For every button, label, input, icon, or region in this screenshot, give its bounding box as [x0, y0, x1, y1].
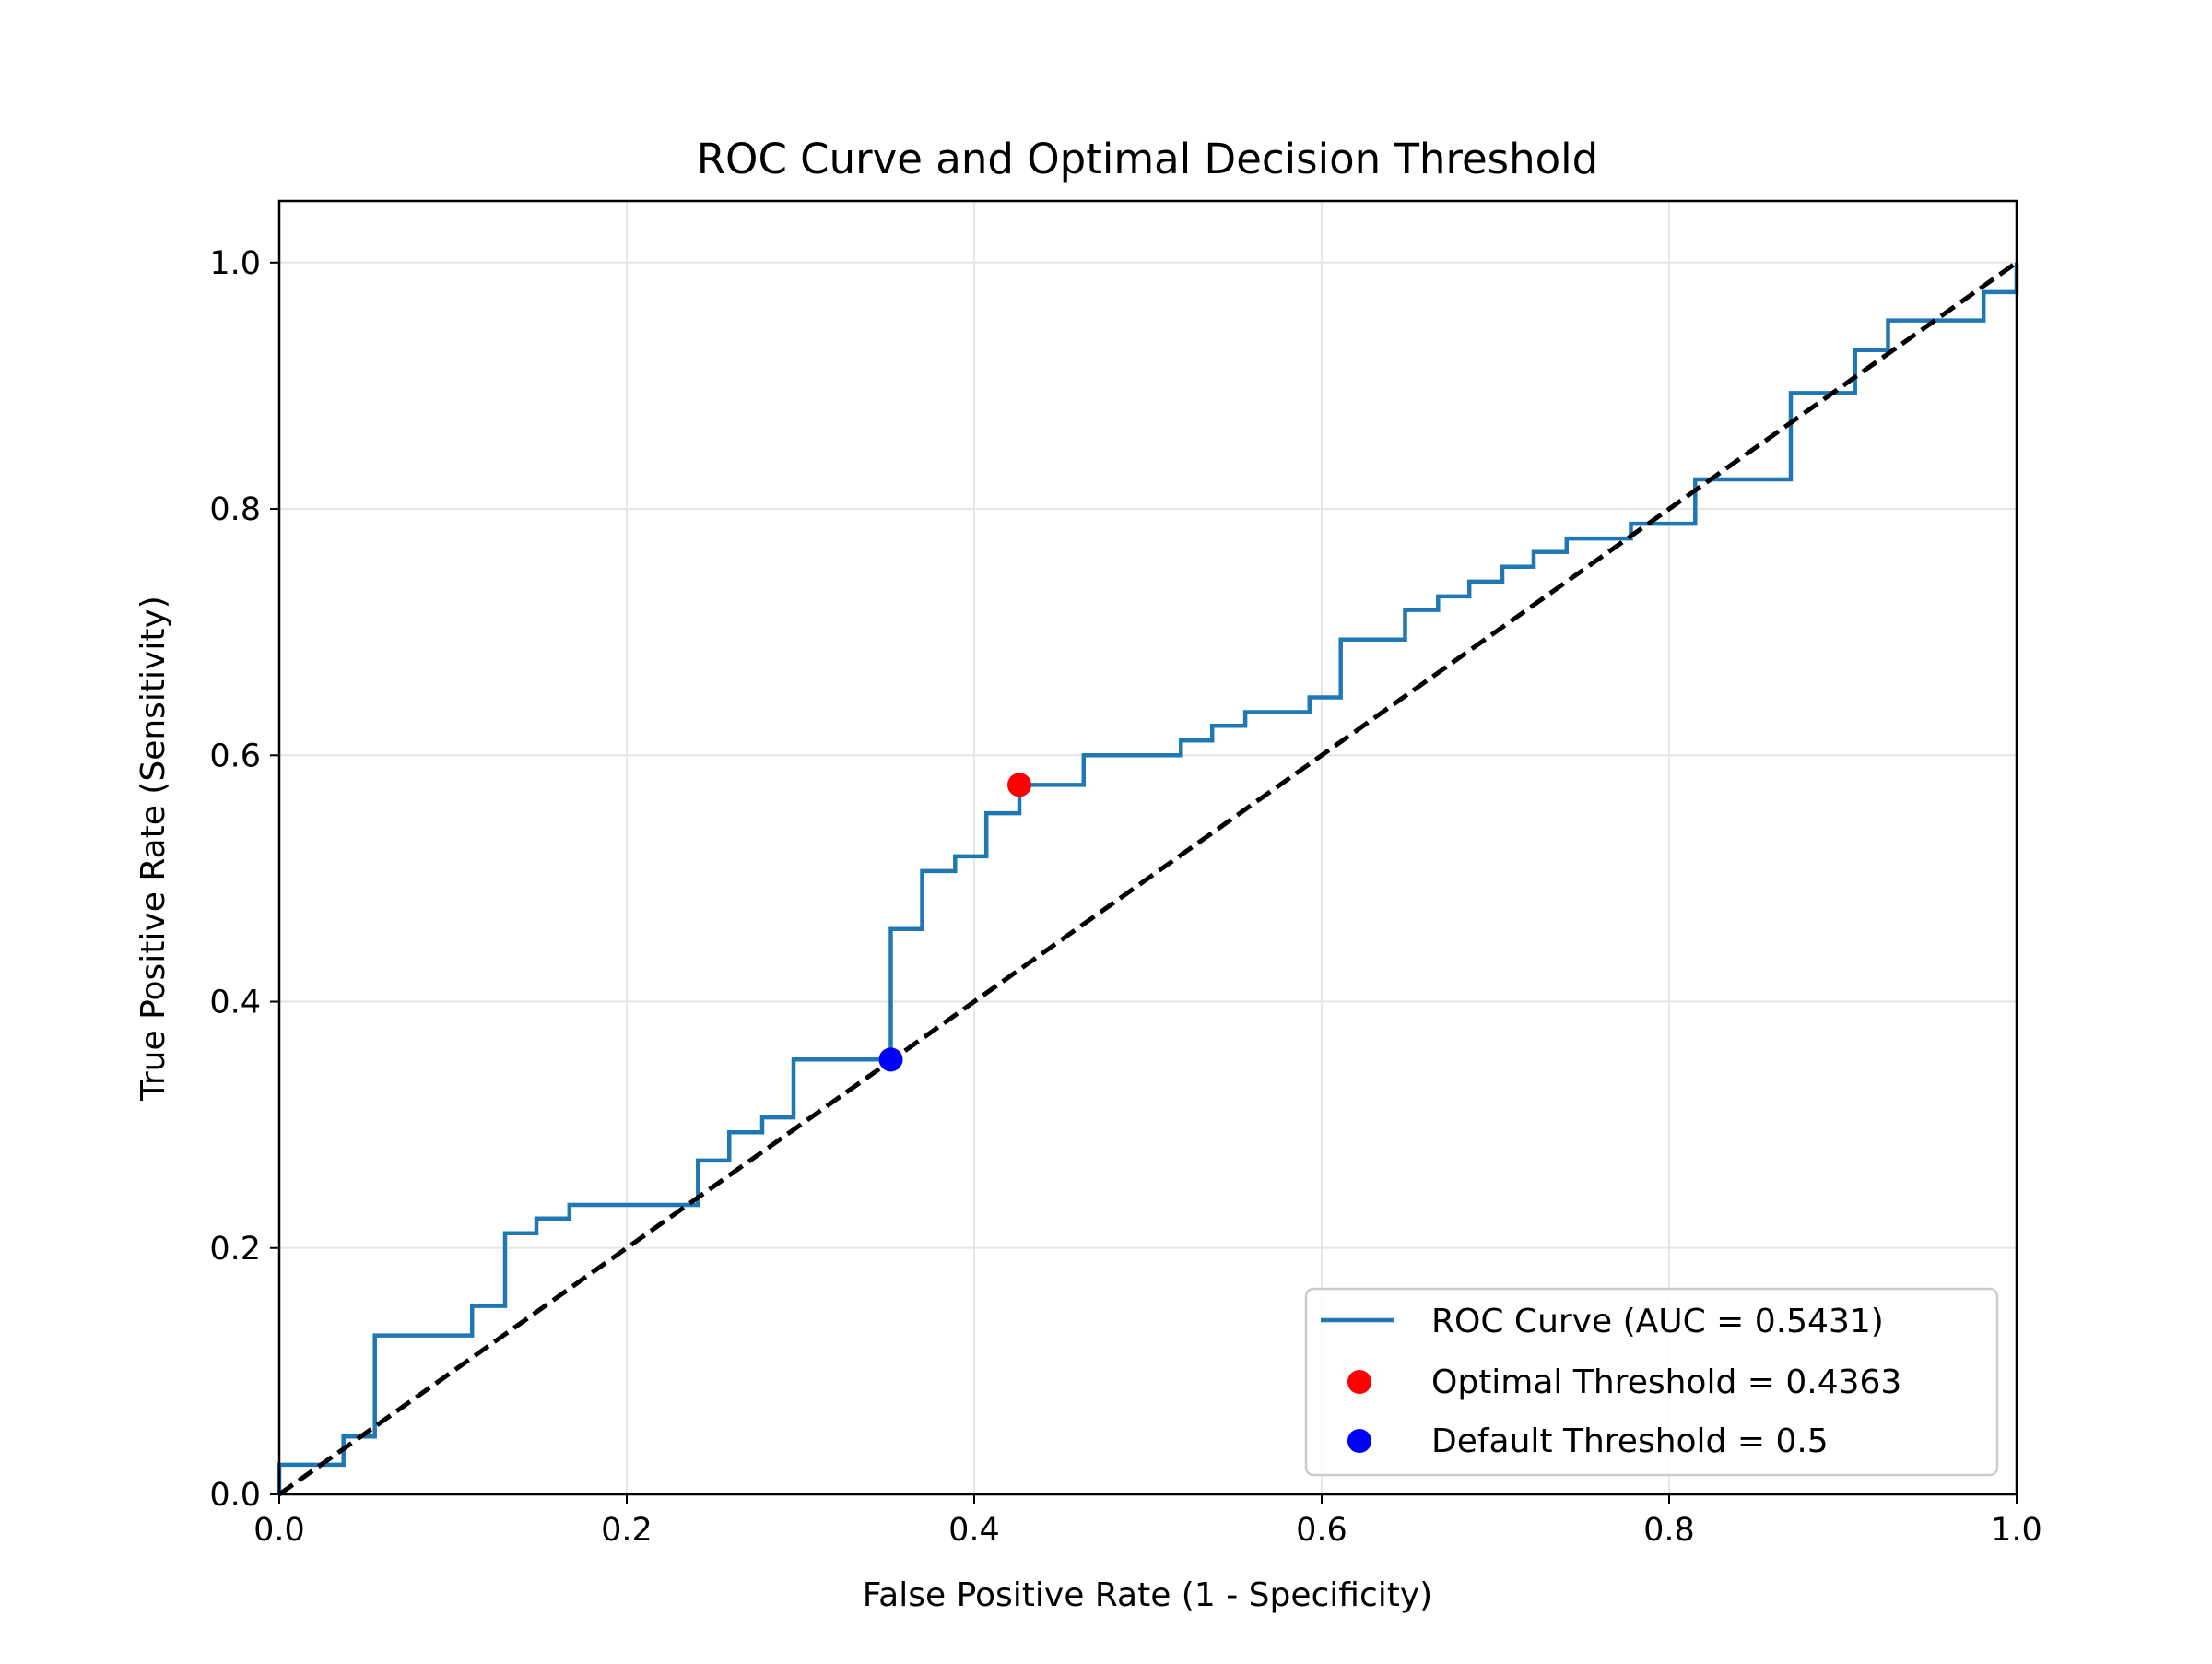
axis-ticks: 0.0 0.2 0.4 0.6 0.8 1.0 0.0 0.2 0.4 0.6 0.8 1.0	[209, 245, 2042, 1549]
legend-optimal-marker	[1347, 1370, 1371, 1394]
y-tick-label: 0.6	[209, 738, 261, 774]
axes-frame	[277, 199, 2018, 1496]
x-tick-label: 0.8	[1643, 1512, 1695, 1549]
legend: ROC Curve (AUC = 0.5431) Optimal Thresho…	[1304, 1287, 1999, 1477]
legend-box	[1304, 1287, 1999, 1477]
y-tick-label: 0.2	[209, 1231, 261, 1268]
x-tick-label: 0.2	[601, 1512, 653, 1549]
chart-title: ROC Curve and Optimal Decision Threshold	[697, 135, 1598, 183]
y-tick-label: 0.4	[209, 985, 261, 1021]
legend-default-marker	[1347, 1429, 1371, 1453]
plot-area	[276, 260, 2019, 1497]
roc-curve-line	[276, 262, 2019, 1494]
legend-roc-label: ROC Curve (AUC = 0.5431)	[1431, 1303, 1884, 1340]
x-tick-label: 0.0	[253, 1512, 305, 1549]
x-axis-label: False Positive Rate (1 - Specificity)	[863, 1576, 1432, 1614]
x-tick-label: 1.0	[1991, 1512, 2042, 1549]
x-tick-label: 0.6	[1296, 1512, 1347, 1549]
legend-default-label: Default Threshold = 0.5	[1431, 1422, 1829, 1460]
legend-optimal-label: Optimal Threshold = 0.4363	[1431, 1363, 1901, 1401]
y-axis-label: True Positive Rate (Sensitivity)	[135, 596, 172, 1102]
y-tick-label: 0.0	[209, 1477, 261, 1514]
x-tick-label: 0.4	[948, 1512, 1000, 1549]
optimal-threshold-point	[1007, 773, 1032, 797]
random-classifier-line	[277, 260, 2018, 1497]
y-tick-label: 0.8	[209, 491, 261, 528]
y-tick-label: 1.0	[209, 245, 261, 282]
default-threshold-point	[878, 1047, 903, 1072]
